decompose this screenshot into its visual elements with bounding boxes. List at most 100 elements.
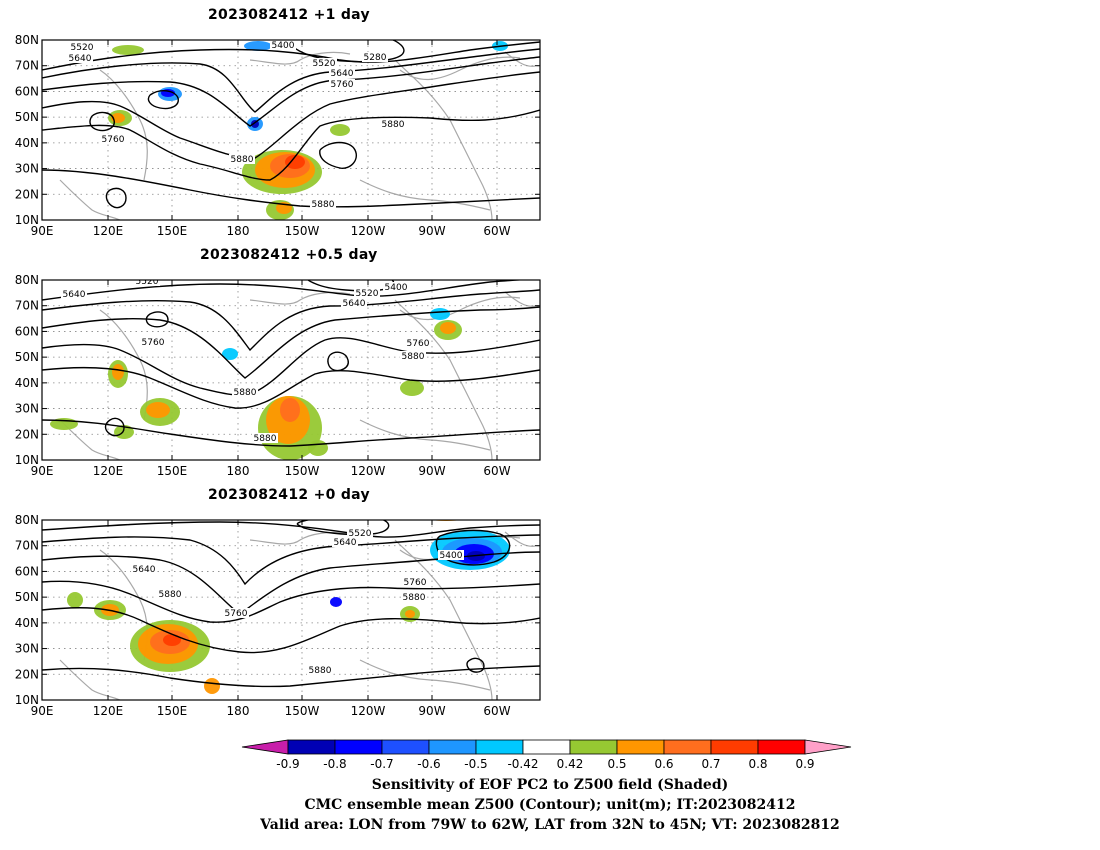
lat-tick-label: 70N [15,59,39,73]
contour-label: 5760 [142,338,165,348]
contour-label-bg [61,289,87,299]
z500-contour [145,311,169,328]
z500-contour [42,521,540,538]
colorbar-segment [710,739,759,755]
contour-label-bg [140,337,166,347]
sensitivity-shading [163,634,181,646]
lat-tick-label: 30N [15,402,39,416]
z500-contour [435,529,511,566]
colorbar-arrow-left [241,739,289,755]
panel-title-3: 2023082412 +0 day [208,487,370,503]
coastline [504,291,536,307]
sensitivity-shading [330,124,350,136]
lat-tick-label: 70N [15,539,39,553]
contour-label: 5520 [356,289,379,299]
sensitivity-shading [67,592,83,608]
colorbar-segment [428,739,477,755]
colorbar-segment [334,739,383,755]
contour-label: 5640 [69,54,92,64]
lat-tick-label: 50N [15,110,39,124]
colorbar-segment [757,739,806,755]
contour-label-bg [307,665,333,675]
colorbar-tick-label: 0.7 [701,757,720,771]
contour-label: 5520 [349,529,372,539]
contour-label-bg [380,119,406,129]
sensitivity-shading [146,402,170,418]
contour-label: 5400 [272,41,295,51]
panel-title-1: 2023082412 +1 day [208,7,370,23]
contour-label: 5640 [331,69,354,79]
caption-line-3: Valid area: LON from 79W to 62W, LAT fro… [260,817,840,833]
map-frame [41,39,541,221]
panel-title-2: 2023082412 +0.5 day [200,247,378,263]
z500-contour [42,71,540,159]
contour-label-bg [157,589,183,599]
sensitivity-shading [285,155,305,169]
lon-tick-label: 150W [285,704,320,718]
contour-label: 5520 [71,43,94,53]
sensitivity-shading [222,348,238,360]
contour-label-bg [310,199,336,209]
lat-tick-label: 10N [15,213,39,227]
lon-tick-label: 60W [483,704,510,718]
contour-label-bg [405,338,431,348]
contour-label: 5640 [63,290,86,300]
lon-tick-label: 120W [351,464,386,478]
coastline [59,179,121,220]
lat-tick-label: 50N [15,350,39,364]
coastline [99,69,148,181]
contour-label-bg [270,40,296,50]
lon-tick-label: 60W [483,464,510,478]
sensitivity-shading [204,678,220,694]
lat-tick-label: 20N [15,187,39,201]
lon-tick-label: 60W [483,224,510,238]
contour-label-bg [311,58,337,68]
caption-line-1: Sensitivity of EOF PC2 to Z500 field (Sh… [371,777,729,793]
colorbar-tick-label: -0.6 [417,757,440,771]
contour-label-bg [332,537,358,547]
sensitivity-shading [400,380,424,396]
contour-label-bg [232,387,258,397]
contour-label: 5640 [133,565,156,575]
contour-label-bg [383,282,409,292]
colorbar-arrow-right [804,739,852,755]
sensitivity-shading [280,398,300,422]
lon-tick-label: 90W [418,464,445,478]
contour-label: 5400 [440,551,463,561]
coastline [394,299,493,460]
contour-label: 5520 [136,277,159,287]
lat-tick-label: 30N [15,162,39,176]
contour-label-bg [400,351,426,361]
sensitivity-shading [405,610,415,618]
lat-tick-label: 40N [15,136,39,150]
lat-tick-label: 60N [15,564,39,578]
contour-label-bg [354,288,380,298]
lat-tick-label: 70N [15,299,39,313]
lat-tick-label: 80N [15,513,39,527]
map-panel-1: 5520564054005280552056405760576058805880… [15,33,541,238]
contour-label-bg [69,42,95,52]
lon-tick-label: 150W [285,224,320,238]
coastline [359,659,491,691]
sensitivity-shading [112,364,124,380]
contour-label: 5880 [254,434,277,444]
lat-tick-label: 10N [15,453,39,467]
colorbar-segment [287,739,336,755]
contour-label-bg [100,134,126,144]
lon-tick-label: 120E [93,704,124,718]
coastline [504,51,536,67]
contour-label-bg [134,280,160,286]
lat-tick-label: 30N [15,642,39,656]
map-panel-3: 55205640564054005880576057605880588080N7… [15,513,541,718]
z500-contour [42,665,540,688]
colorbar-segment [616,739,665,755]
lon-tick-label: 180 [227,704,250,718]
contour-label: 5520 [313,59,336,69]
z500-contour [42,280,530,301]
z500-contour [42,534,540,586]
z500-contour [42,169,540,208]
coastline [399,296,521,321]
lat-tick-label: 40N [15,376,39,390]
sensitivity-shading [430,308,450,320]
